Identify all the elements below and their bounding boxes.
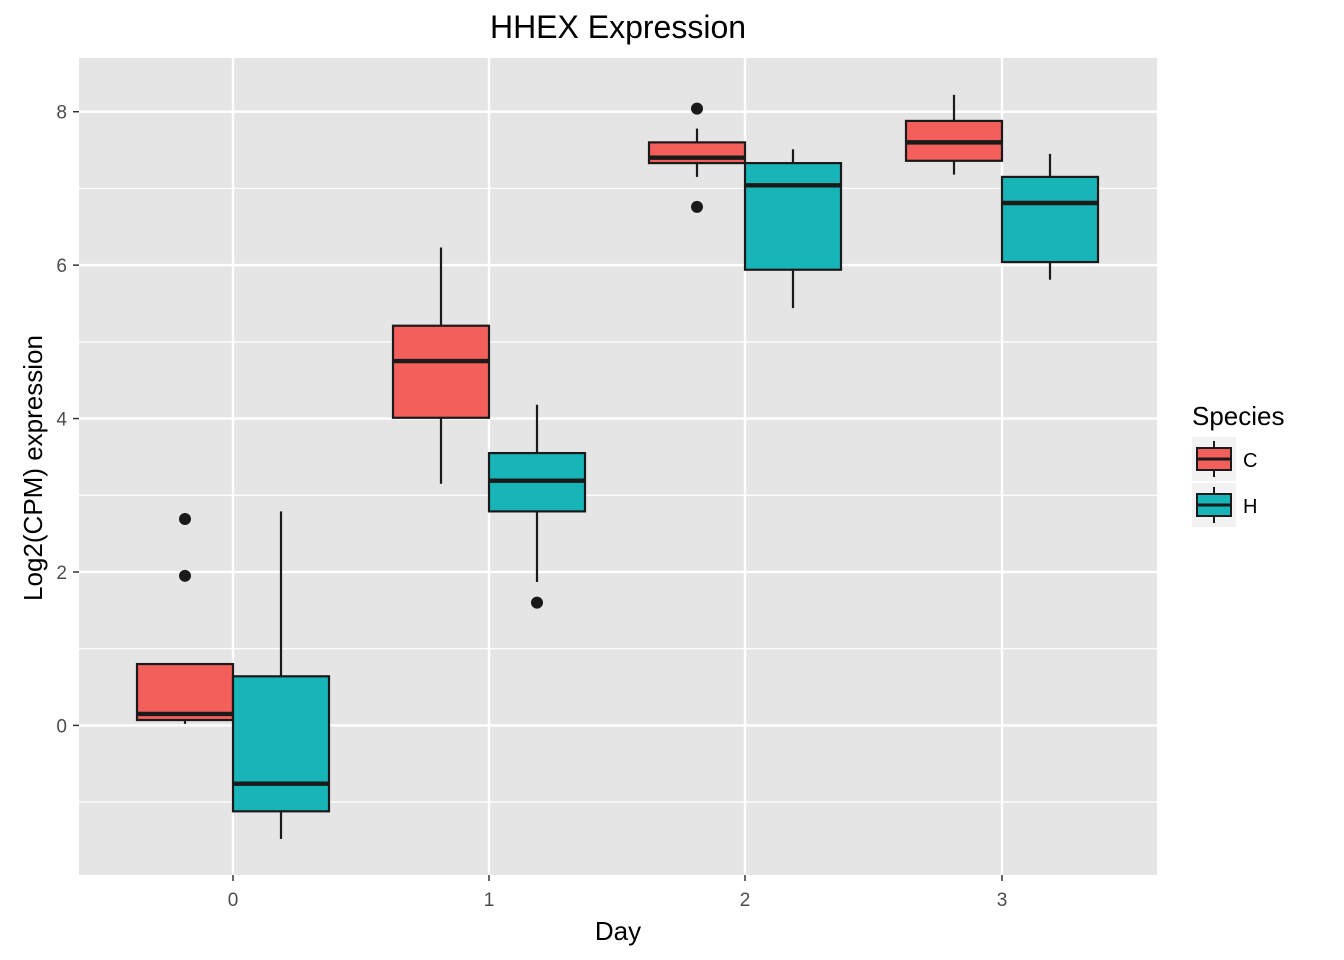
box-H-day-0: [231, 511, 331, 839]
y-tick-label: 2: [56, 563, 67, 584]
y-axis: 0 2 4 6 8: [56, 103, 79, 737]
legend-label: C: [1243, 450, 1257, 472]
x-tick-label: 1: [484, 890, 495, 911]
box-iqr: [743, 161, 843, 271]
box-iqr: [647, 141, 747, 165]
box-C-day-3: [904, 94, 1004, 175]
box-iqr: [1000, 175, 1100, 264]
box-H-day-1: [487, 404, 587, 609]
y-tick-label: 8: [56, 103, 67, 124]
legend-title: Species: [1192, 401, 1285, 431]
box-C-day-1: [391, 247, 491, 484]
box-layer: [135, 94, 1100, 839]
outlier-point: [691, 102, 703, 115]
legend-item-C: C: [1192, 437, 1257, 481]
x-tick-label: 3: [997, 890, 1008, 911]
box-iqr: [231, 675, 331, 813]
y-tick-label: 6: [56, 256, 67, 277]
box-H-day-3: [1000, 153, 1100, 280]
box-iqr: [135, 662, 235, 722]
y-axis-title: Log2(CPM) expression: [18, 335, 48, 601]
box-C-day-2: [647, 102, 747, 213]
legend: Species C H: [1192, 401, 1285, 527]
legend-item-H: H: [1192, 483, 1257, 527]
box-H-day-2: [743, 149, 843, 309]
chart-title: HHEX Expression: [490, 9, 746, 45]
box-iqr: [391, 324, 491, 419]
x-axis-title: Day: [595, 916, 641, 946]
legend-label: H: [1243, 496, 1257, 518]
x-tick-label: 2: [740, 890, 751, 911]
box-C-day-0: [135, 513, 235, 724]
outlier-point: [179, 513, 191, 526]
x-tick-label: 0: [228, 890, 239, 911]
y-tick-label: 4: [56, 410, 67, 431]
y-tick-label: 0: [56, 716, 67, 737]
outlier-point: [179, 569, 191, 582]
outlier-point: [531, 596, 543, 609]
x-axis: 0 1 2 3: [228, 875, 1008, 911]
outlier-point: [691, 200, 703, 213]
